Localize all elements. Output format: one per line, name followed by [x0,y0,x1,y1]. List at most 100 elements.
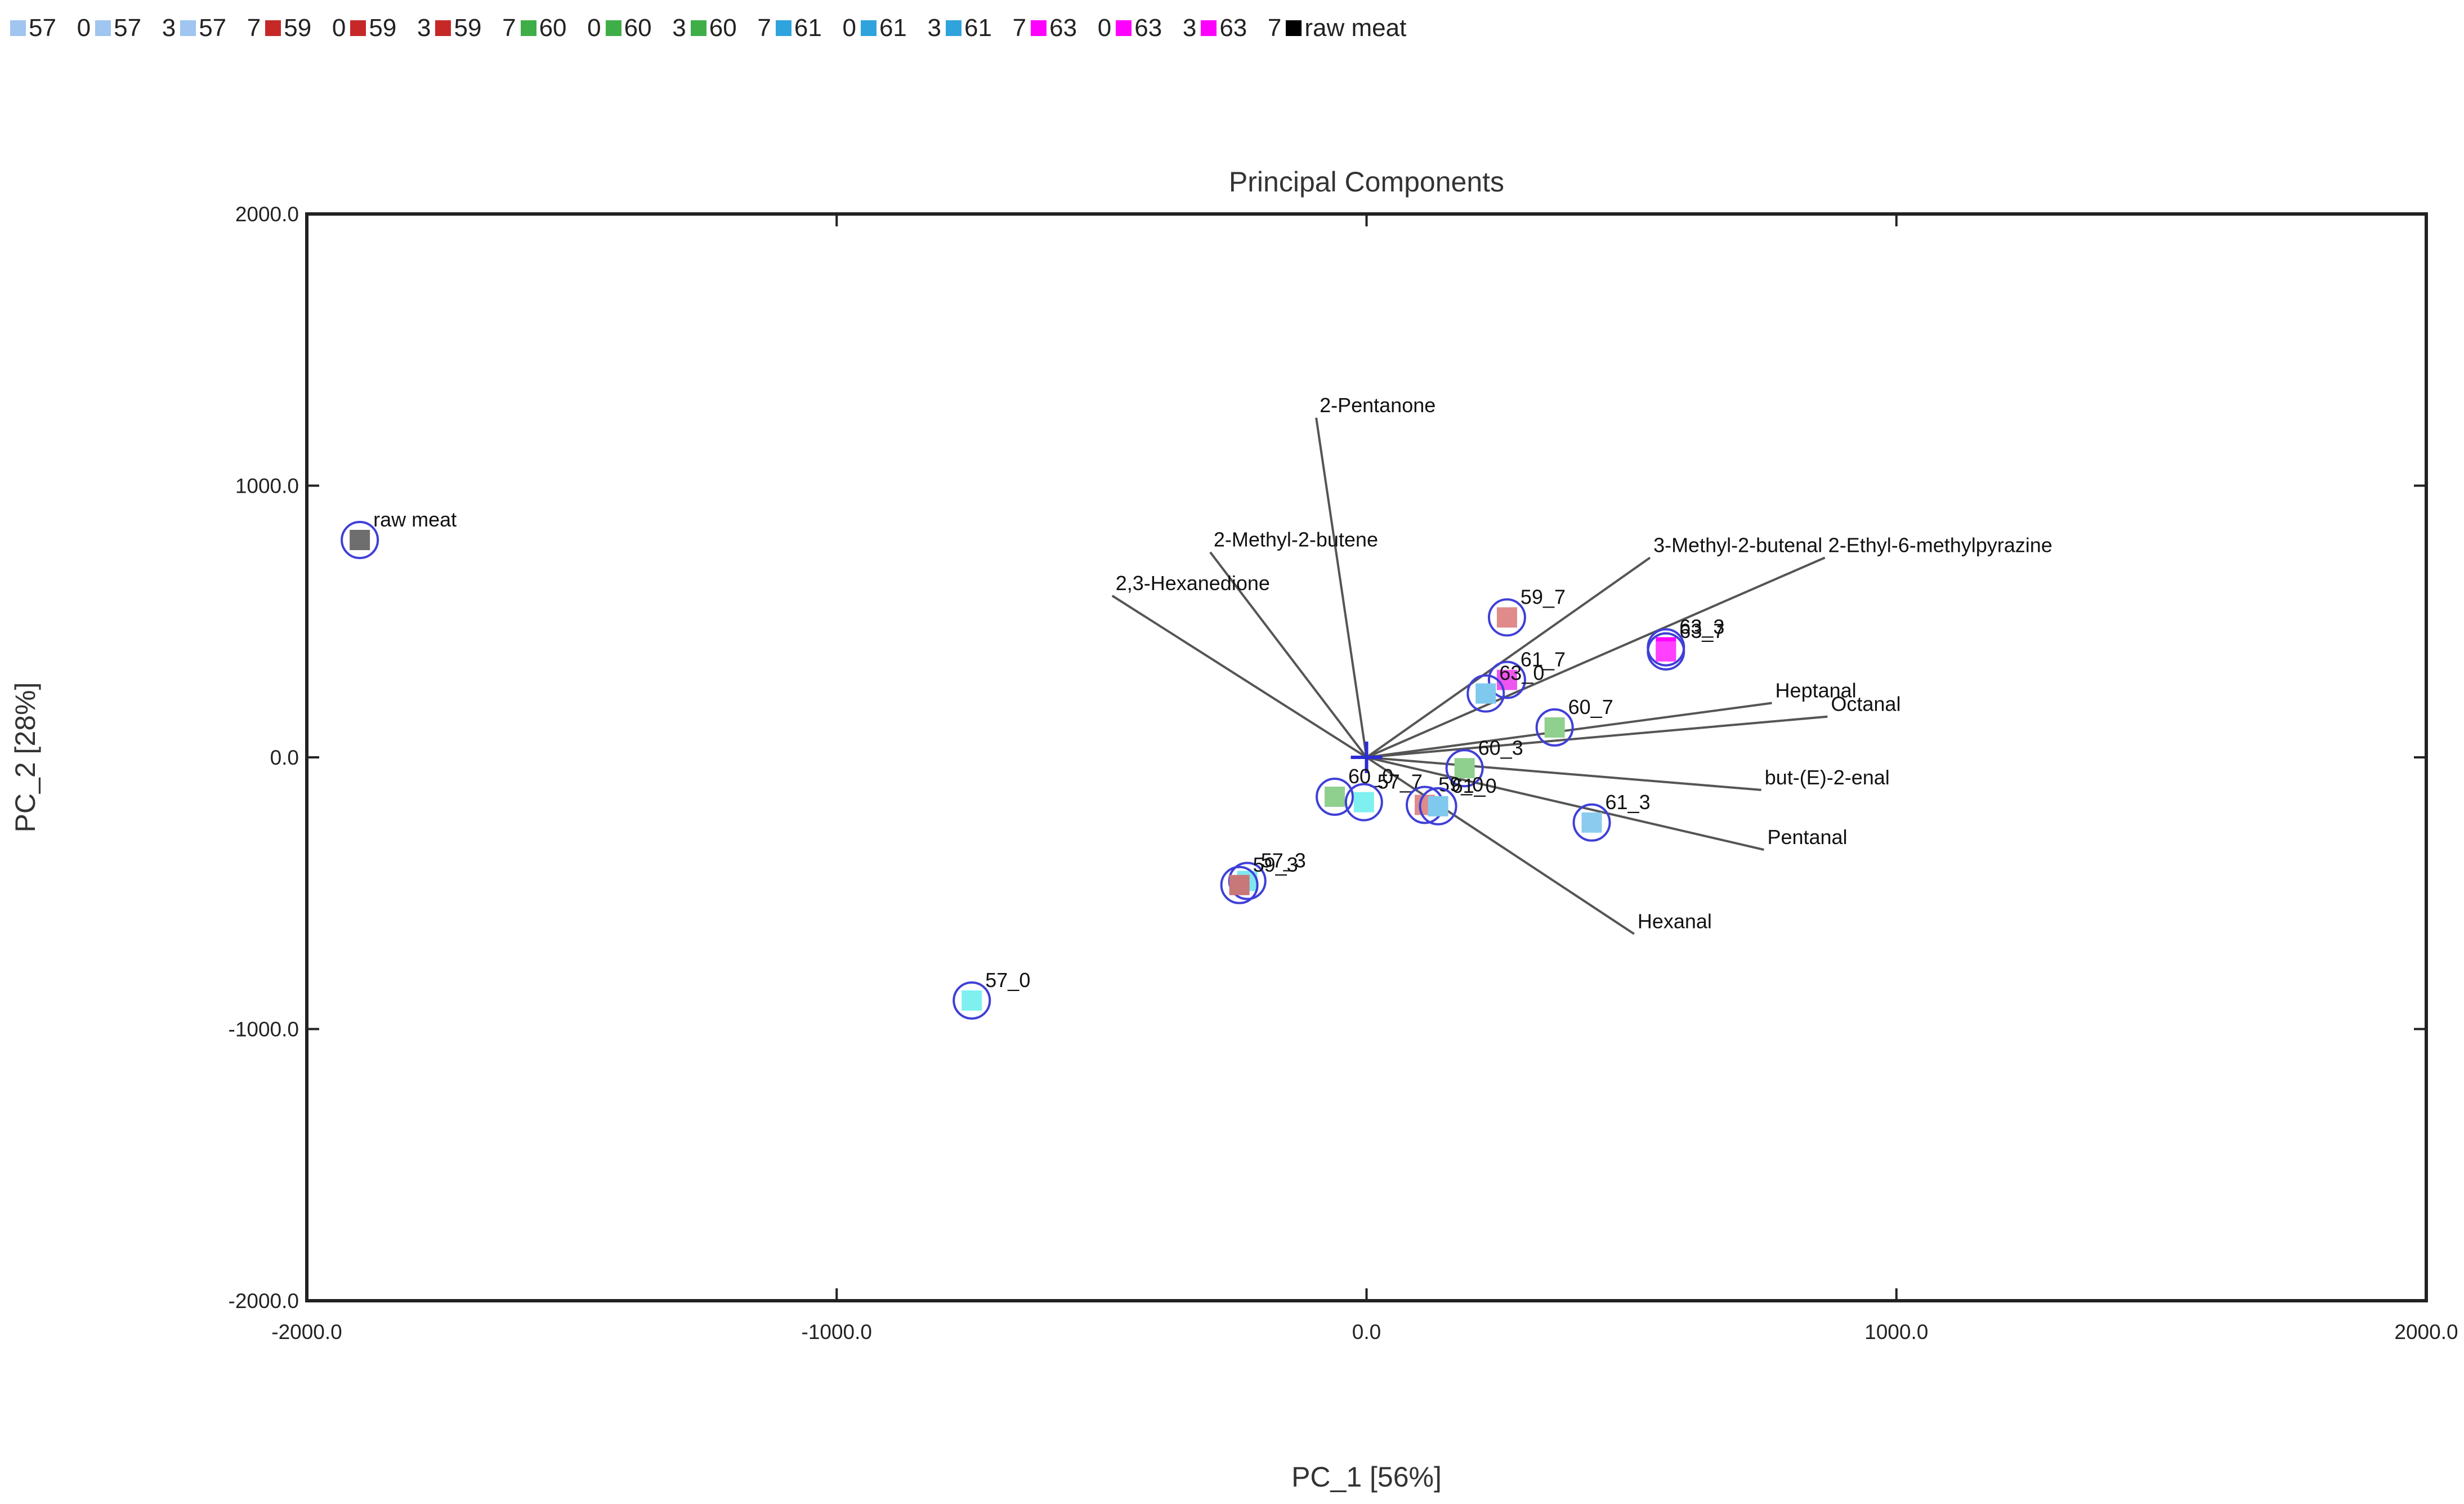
legend-label: raw meat [1304,14,1407,42]
chart-title: Principal Components [1229,166,1504,198]
loading-label: Hexanal [1638,910,1712,933]
legend-label: 61 0 [794,14,856,42]
x-tick-label: 0.0 [1352,1320,1381,1344]
score-label: 61_3 [1606,791,1651,814]
loading-vector [1366,702,1772,758]
score-label: 61_7 [1521,648,1566,671]
legend-label: 59 3 [369,14,431,42]
score-label: 59_7 [1521,586,1566,609]
legend-label: 59 0 [284,14,346,42]
score-ring [1344,783,1383,822]
score-marker[interactable] [1475,683,1496,704]
loading-vector [1315,417,1368,758]
score-ring [1647,632,1685,671]
score-label: 60_7 [1568,695,1613,718]
score-marker[interactable] [1656,641,1676,662]
legend-swatch [1116,20,1132,36]
score-label: 57_3 [1261,849,1306,872]
score-marker[interactable] [1544,717,1565,738]
legend-item[interactable]: raw meat [1286,14,1406,42]
x-tick-label: -2000.0 [271,1320,342,1344]
score-marker[interactable] [1496,607,1517,628]
legend-swatch [690,20,706,36]
legend-item[interactable]: 63 0 [1031,14,1111,42]
loading-label: 3-Methyl-2-butenal [1653,533,1822,556]
score-ring [341,521,379,559]
legend-item[interactable]: 63 3 [1116,14,1196,42]
legend-swatch [350,20,366,36]
legend-swatch [1286,20,1302,36]
legend-item[interactable]: 60 3 [605,14,686,42]
legend-item[interactable]: 60 0 [520,14,601,42]
legend-swatch [10,20,26,36]
score-ring [1220,865,1259,904]
legend-label: 60 3 [624,14,686,42]
legend-item[interactable]: 59 0 [265,14,346,42]
x-axis-title: PC_1 [56%] [1291,1461,1442,1493]
score-points: raw meat 57_0 57_359_3 59_7 61_763_0 63_363_7… [341,508,1724,1020]
score-label: 60_0 [1348,765,1393,788]
score-label: 63_7 [1679,619,1724,642]
score-marker[interactable] [1496,670,1517,690]
legend-item[interactable]: 59 7 [435,14,516,42]
legend-label: 57 7 [199,14,261,42]
legend-item[interactable]: 57 0 [10,14,91,42]
legend-label: 60 7 [709,14,771,42]
loading-vector [1366,756,1635,935]
loading-vectors: 2-Pentanone 2-Methyl-2-butene 2,3-Hexanedi… [1111,394,2052,935]
origin-cross [1350,742,1383,773]
loading-vector [1366,756,1764,851]
loading-label: Heptanal [1776,679,1857,702]
legend-item[interactable]: 60 7 [690,14,771,42]
score-marker[interactable] [1229,874,1250,895]
y-tick-label: 0.0 [270,746,299,769]
score-marker[interactable] [1428,796,1448,816]
score-marker[interactable] [962,990,982,1011]
score-label: 61_0 [1452,774,1497,797]
legend-swatch [860,20,877,36]
legend-swatch [605,20,621,36]
legend-swatch [95,20,111,36]
legend-item[interactable]: 57 3 [95,14,176,42]
loading-vector [1366,556,1651,758]
axis-ticks: -2000.0 -1000.0 0.0 1000.0 2000.0 -2000.0 -100… [229,203,2458,1344]
score-ring [1445,749,1484,788]
legend-label: 63 7 [1219,14,1282,42]
loading-vector [1209,551,1368,758]
score-marker[interactable] [1353,792,1374,813]
y-tick-label: -1000.0 [229,1018,299,1041]
y-tick-label: 1000.0 [235,475,299,498]
score-label: 59_3 [1253,853,1298,876]
legend-label: 57 0 [29,14,91,42]
legend-item[interactable]: 61 7 [946,14,1026,42]
score-marker[interactable] [350,530,370,550]
score-label: raw meat [373,508,457,531]
loading-label: 2-Methyl-2-butene [1214,528,1378,551]
chart-legend: 57 0 57 3 57 7 59 0 59 3 59 7 60 0 60 3 60 7 61 0… [10,8,1411,48]
legend-item[interactable]: 61 3 [860,14,941,42]
loading-vector [1111,595,1367,758]
loading-label: Octanal [1831,693,1900,716]
legend-item[interactable]: 63 7 [1201,14,1281,42]
loading-label: 2-Ethyl-6-methylpyrazine [1828,533,2052,556]
score-ring [1487,660,1526,699]
y-axis-title: PC_2 [28%] [10,682,41,833]
score-ring [952,981,991,1020]
legend-swatch [435,20,451,36]
legend-item[interactable]: 61 0 [775,14,856,42]
legend-label: 59 7 [454,14,516,42]
loading-vector [1366,756,1761,791]
score-marker[interactable] [1454,758,1475,779]
legend-label: 57 3 [114,14,176,42]
legend-item[interactable]: 57 7 [180,14,261,42]
score-marker[interactable] [1325,786,1345,807]
x-tick-label: 1000.0 [1864,1320,1928,1344]
score-ring [1572,803,1611,842]
legend-item[interactable]: 59 3 [350,14,431,42]
legend-swatch [1031,20,1047,36]
score-label: 60_3 [1478,736,1523,759]
score-marker[interactable] [1581,812,1602,833]
score-label: 63_3 [1679,615,1724,639]
loading-label: Pentanal [1767,825,1847,849]
